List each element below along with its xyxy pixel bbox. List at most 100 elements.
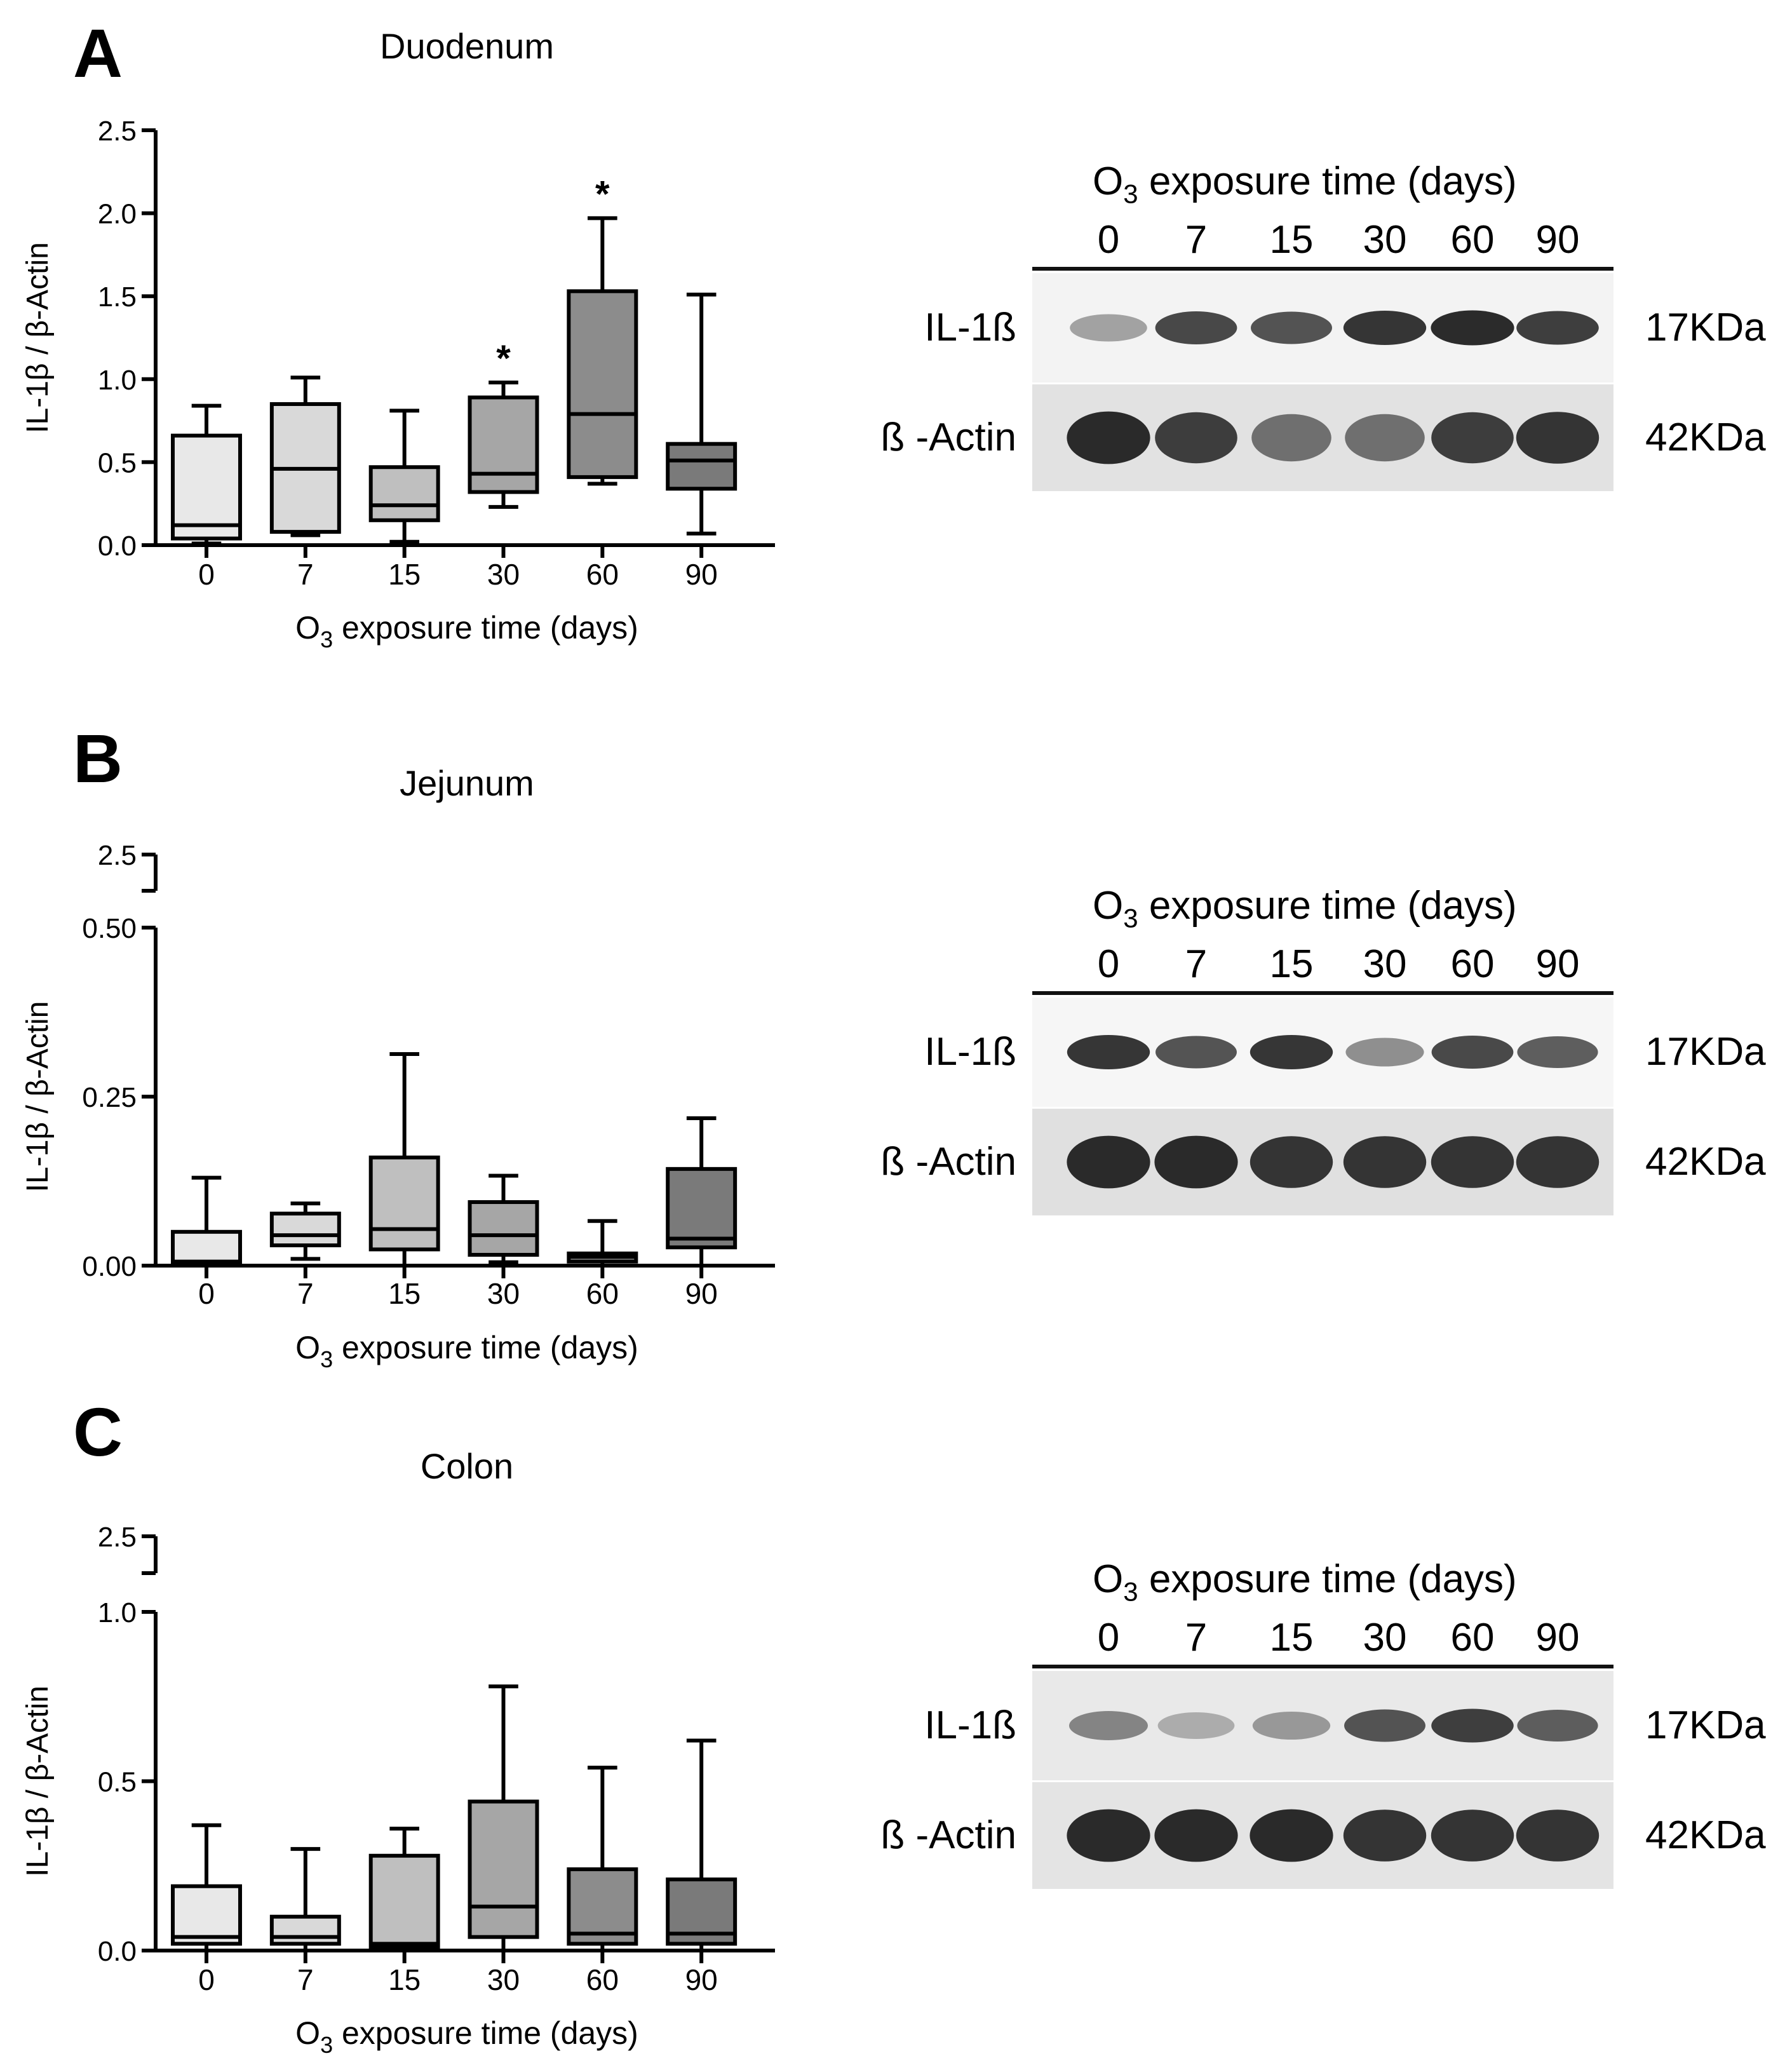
blot-band <box>1157 1712 1235 1739</box>
blot-band <box>1516 1136 1600 1188</box>
x-tick-label: 0 <box>198 1277 215 1310</box>
y-tick-label: 0.5 <box>98 447 137 478</box>
blot-band <box>1067 1135 1150 1189</box>
blot-lane-label: 15 <box>1269 942 1314 986</box>
blot-lane-labels: 0 7 15 30 60 90 <box>845 217 1785 262</box>
blot-lane-label: 90 <box>1535 1616 1580 1660</box>
box-iqr <box>171 1229 242 1265</box>
blot-band <box>1067 1035 1150 1069</box>
blot-divider <box>1032 1665 1613 1668</box>
box-90 <box>666 1116 738 1268</box>
blot-size-label: 42KDa <box>1645 1813 1766 1857</box>
box-0 <box>171 1175 242 1268</box>
box-iqr <box>269 1212 341 1248</box>
x-tick-label: 7 <box>297 1277 314 1310</box>
box-iqr <box>468 395 539 494</box>
blot-lane-label: 0 <box>1097 1616 1120 1660</box>
duodenum-boxplot: Duodenum IL-1β / β-Actin 0.0 0.5 1.0 1.5 2.0 2.… <box>21 26 775 653</box>
blot-band <box>1517 1036 1598 1068</box>
blot-lane-label: 30 <box>1363 1616 1407 1660</box>
x-axis-label-sub: 3 <box>320 2032 333 2058</box>
blot-band <box>1431 1809 1514 1862</box>
blot-lane-label: 0 <box>1097 218 1120 262</box>
blot-band <box>1345 1038 1424 1067</box>
blot-lane-label: 7 <box>1185 1616 1208 1660</box>
blot-protein-label: ß -Actin <box>880 1140 1016 1184</box>
box-60 <box>567 1219 638 1268</box>
blot-band <box>1343 311 1427 345</box>
blot-band-strip <box>1032 273 1613 382</box>
box-iqr <box>368 1155 440 1252</box>
box-iqr <box>468 1799 539 1939</box>
x-axis-label-main: O <box>295 1330 320 1365</box>
chart-title: Duodenum <box>380 26 554 66</box>
y-tick-label: 1.5 <box>98 281 137 313</box>
x-tick-label: 60 <box>586 1277 619 1310</box>
blot-band <box>1154 1809 1238 1862</box>
box-iqr <box>368 1853 440 1949</box>
blot-header-rest: exposure time (days) <box>1138 884 1517 928</box>
x-axis-label-rest: exposure time (days) <box>333 1330 638 1365</box>
blot-band <box>1067 411 1150 464</box>
blot-band <box>1067 1809 1150 1862</box>
x-axis-label-main: O <box>295 610 320 646</box>
y-tick-label: 2.5 <box>98 116 137 147</box>
blot-band <box>1516 412 1600 464</box>
blot-lane-labels: 0 7 15 30 60 90 <box>845 1615 1785 1660</box>
box-iqr <box>269 1914 341 1946</box>
blot-lane-label: 15 <box>1269 218 1314 262</box>
blot-header: O3 exposure time (days) <box>1093 883 1517 933</box>
y-tick-label: 0.50 <box>82 913 137 944</box>
x-tick-label: 15 <box>388 1277 421 1310</box>
colon-western-blot: O3 exposure time (days) 0 7 15 30 60 90 IL-1ß 17… <box>845 1557 1785 1912</box>
y-tick-label: 1.0 <box>98 1597 137 1628</box>
y-axis-label: IL-1β / β-Actin <box>21 1001 55 1193</box>
significance-marker: * <box>595 173 610 215</box>
x-axis-label-rest: exposure time (days) <box>333 610 638 646</box>
y-tick-label: 2.5 <box>98 1522 137 1553</box>
x-axis-label: O3 exposure time (days) <box>295 1330 638 1372</box>
box-15 <box>368 1827 440 1952</box>
blot-lane-label: 30 <box>1363 942 1407 986</box>
blot-header-main: O <box>1093 1557 1124 1601</box>
blot-protein-label: IL-1ß <box>924 1703 1016 1747</box>
box-iqr <box>567 289 638 479</box>
panel-letter: C <box>73 1393 123 1470</box>
box-60 <box>567 216 638 486</box>
box-15 <box>368 409 440 544</box>
blot-divider <box>1032 991 1613 995</box>
x-tick-label: 90 <box>685 1963 718 1996</box>
blot-band <box>1070 314 1147 342</box>
y-tick-label: 0.00 <box>82 1251 137 1282</box>
x-tick-label: 30 <box>487 558 520 591</box>
blot-header: O3 exposure time (days) <box>1093 159 1517 209</box>
x-tick-label: 60 <box>586 1963 619 1996</box>
x-tick-label: 15 <box>388 558 421 591</box>
panel-b: B Jejunum IL-1β / β-Actin 2.5 0.00 0.25 0.50 0… <box>0 724 1792 1379</box>
blot-lane-label: 7 <box>1185 942 1208 986</box>
blot-band-strip <box>1032 1671 1613 1780</box>
blot-band <box>1155 311 1237 344</box>
blot-header-sub: 3 <box>1123 179 1138 209</box>
box-iqr <box>171 433 242 541</box>
y-tick-label: 0.5 <box>98 1767 137 1798</box>
blot-divider <box>1032 267 1613 271</box>
blot-header-main: O <box>1093 884 1124 928</box>
x-tick-label: 0 <box>198 1963 215 1996</box>
box-0 <box>171 403 242 546</box>
blot-band <box>1251 311 1332 344</box>
box-iqr <box>666 442 738 491</box>
blot-lane-label: 15 <box>1269 1616 1314 1660</box>
blot-protein-label: IL-1ß <box>924 1030 1016 1074</box>
jejunum-boxplot: Jejunum IL-1β / β-Actin 2.5 0.00 0.25 0.50 0 7 1… <box>21 763 775 1372</box>
blot-band <box>1344 1709 1425 1742</box>
blot-band <box>1431 310 1514 346</box>
blot-band-strip <box>1032 1109 1613 1215</box>
x-axis-label: O3 exposure time (days) <box>295 2015 638 2058</box>
blot-size-label: 17KDa <box>1645 306 1766 349</box>
y-axis-label: IL-1β / β-Actin <box>21 1686 55 1877</box>
box-7 <box>269 1201 341 1261</box>
blot-size-label: 17KDa <box>1645 1703 1766 1747</box>
blot-lane-label: 30 <box>1363 218 1407 262</box>
chart-title: Jejunum <box>400 763 534 803</box>
